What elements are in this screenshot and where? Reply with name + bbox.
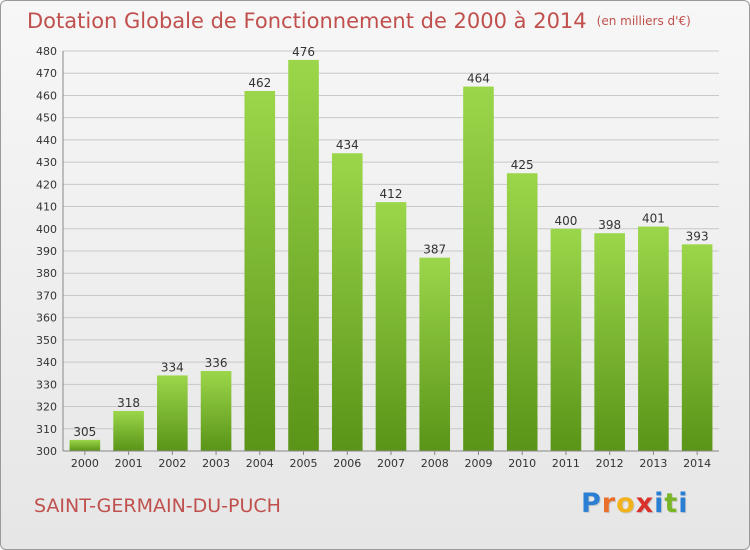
x-tick-label: 2007 [377,457,405,470]
logo-letter: i [678,488,689,519]
chart-title-text: Dotation Globale de Fonctionnement de 20… [27,9,587,33]
logo-letter: i [654,488,665,519]
bar-2011 [550,228,582,451]
bar-2012 [594,233,625,451]
y-tick-label: 390 [36,245,57,258]
bar-2001 [113,411,144,451]
y-tick-label: 370 [36,289,57,302]
x-tick-label: 2013 [639,457,667,470]
data-label: 387 [423,243,446,257]
y-tick-label: 420 [36,178,57,191]
chart-title: Dotation Globale de Fonctionnement de 20… [27,9,691,33]
bar-2007 [375,202,407,451]
x-tick-label: 2012 [596,457,624,470]
data-label: 400 [554,214,577,228]
y-tick-label: 480 [36,45,57,58]
x-tick-label: 2011 [552,457,580,470]
data-label: 425 [511,158,534,172]
y-tick-label: 330 [36,378,57,391]
x-tick-label: 2003 [202,457,230,470]
bar-2003 [200,371,232,451]
y-tick-label: 440 [36,134,57,147]
y-tick-label: 400 [36,223,57,236]
y-tick-label: 450 [36,112,57,125]
x-tick-label: 2006 [333,457,361,470]
bar-2002 [157,375,188,451]
y-tick-label: 360 [36,312,57,325]
y-tick-label: 430 [36,156,57,169]
x-tick-label: 2008 [421,457,449,470]
x-tick-label: 2001 [115,457,143,470]
data-label: 318 [117,396,140,410]
y-tick-label: 350 [36,334,57,347]
x-tick-label: 2014 [683,457,711,470]
y-tick-label: 470 [36,67,57,80]
x-tick-label: 2009 [464,457,492,470]
bar-2000 [69,439,101,451]
proxiti-logo: Proxiti [581,488,689,519]
bar-chart: 300 310 320 330 340 350 360 370 380 390 400 410 420 4… [36,45,719,470]
data-label: 412 [380,187,403,201]
x-tick-label: 2000 [71,457,99,470]
bar-2009 [463,86,494,452]
data-label: 476 [292,45,315,59]
y-tick-label: 300 [36,445,57,458]
logo-letter: o [616,488,636,519]
data-label: 393 [686,229,709,243]
y-tick-label: 460 [36,89,57,102]
y-tick-label: 340 [36,356,57,369]
data-label: 398 [598,218,621,232]
logo-letter: x [635,488,655,519]
bar-2013 [638,226,669,451]
x-tick-label: 2010 [508,457,536,470]
data-label: 334 [161,360,184,374]
commune-name: SAINT-GERMAIN-DU-PUCH [34,495,281,517]
unit-label: (en milliers d'€) [596,14,691,28]
x-tick-label: 2002 [158,457,186,470]
data-label: 401 [642,212,665,226]
y-tick-label: 320 [36,401,57,414]
y-tick-label: 380 [36,267,57,280]
x-tick-label: 2005 [290,457,318,470]
bar-2014 [681,244,713,451]
data-label: 305 [73,425,96,439]
data-label: 336 [205,356,228,370]
bar-2010 [506,173,538,451]
bar-2004 [244,91,276,451]
logo-letter: r [601,488,617,519]
bar-2006 [331,153,363,451]
y-tick-label: 310 [36,423,57,436]
bar-2005 [288,59,319,452]
logo-letter: P [581,488,602,519]
data-label: 464 [467,72,490,86]
bar-2008 [419,257,451,451]
logo-letter: t [664,488,679,519]
data-label: 434 [336,138,359,152]
x-tick-label: 2004 [246,457,274,470]
y-tick-label: 410 [36,201,57,214]
data-label: 462 [248,76,271,90]
